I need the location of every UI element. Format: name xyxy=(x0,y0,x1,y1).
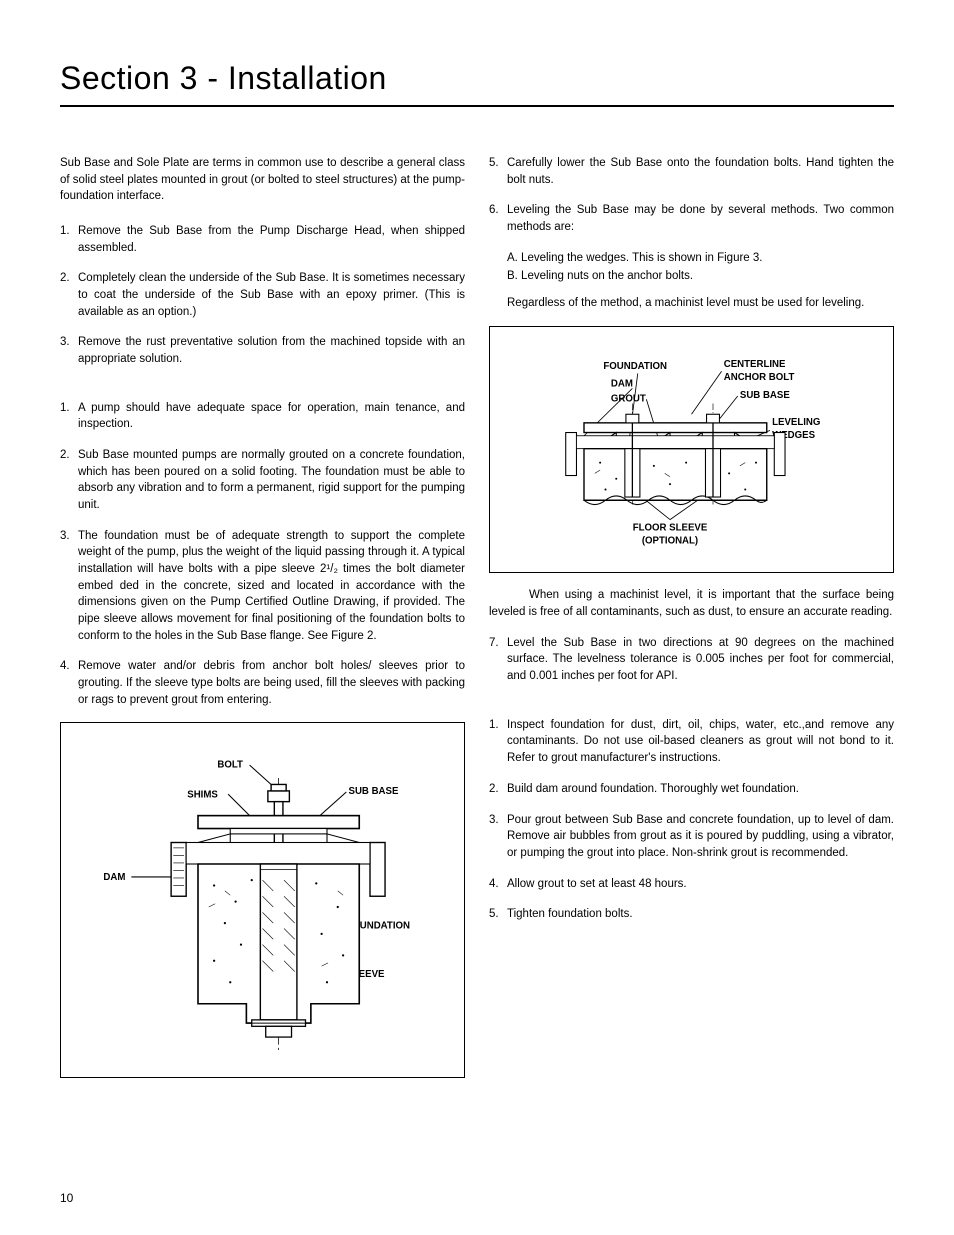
list-item: 4.Remove water and/or debris from anchor… xyxy=(60,658,465,708)
page-number: 10 xyxy=(60,1191,73,1205)
fig3-label-foundation: FOUNDATION xyxy=(603,361,667,372)
list-item: 6.Leveling the Sub Base may be done by s… xyxy=(489,202,894,235)
item-number: 7. xyxy=(489,635,507,685)
list-item: 3.The foundation must be of adequate str… xyxy=(60,528,465,645)
item-number: 1. xyxy=(60,400,78,433)
list-item: 5.Carefully lower the Sub Base onto the … xyxy=(489,155,894,188)
list-item: 5.Tighten foundation bolts. xyxy=(489,906,894,923)
item-text: Carefully lower the Sub Base onto the fo… xyxy=(507,155,894,188)
right-column: 5.Carefully lower the Sub Base onto the … xyxy=(489,155,894,1092)
fig3-label-dam: DAM xyxy=(611,378,633,389)
item-number: 2. xyxy=(60,270,78,320)
fig2-label-bolt: BOLT xyxy=(217,760,243,771)
item-text: Inspect foundation for dust, dirt, oil, … xyxy=(507,717,894,767)
item-text: Leveling the Sub Base may be done by sev… xyxy=(507,202,894,235)
list-item: 2.Sub Base mounted pumps are normally gr… xyxy=(60,447,465,514)
left-column: Sub Base and Sole Plate are terms in com… xyxy=(60,155,465,1092)
figure-2: BOLT SHIMS SUB BASE DAM FOUNDATION SLEEV… xyxy=(60,722,465,1077)
list-item: 3.Pour grout between Sub Base and concre… xyxy=(489,812,894,862)
item-number: 4. xyxy=(60,658,78,708)
list-item: 2.Build dam around foundation. Thoroughl… xyxy=(489,781,894,798)
list-item: 2.Completely clean the underside of the … xyxy=(60,270,465,320)
list-item: 7.Level the Sub Base in two directions a… xyxy=(489,635,894,685)
fig3-label-subbase: SUB BASE xyxy=(740,390,790,401)
figure-3-svg: FOUNDATION DAM GROUT CENTERLINE ANCHOR B… xyxy=(498,339,885,565)
list-item: 1.Remove the Sub Base from the Pump Disc… xyxy=(60,223,465,256)
figure-2-svg: BOLT SHIMS SUB BASE DAM FOUNDATION SLEEV… xyxy=(69,735,456,1068)
item-text: Level the Sub Base in two directions at … xyxy=(507,635,894,685)
two-column-layout: Sub Base and Sole Plate are terms in com… xyxy=(60,155,894,1092)
list-item: 1.A pump should have adequate space for … xyxy=(60,400,465,433)
fig3-label-grout: GROUT xyxy=(611,393,646,404)
item-text: Sub Base mounted pumps are normally grou… xyxy=(78,447,465,514)
fig3-label-sleeve: FLOOR SLEEVE xyxy=(633,522,708,533)
item-number: 6. xyxy=(489,202,507,235)
sublist-item: A. Leveling the wedges. This is shown in… xyxy=(507,250,894,267)
item-text: Tighten foundation bolts. xyxy=(507,906,894,923)
item-text: Build dam around foundation. Thoroughly … xyxy=(507,781,894,798)
item-number: 2. xyxy=(489,781,507,798)
figure-3: FOUNDATION DAM GROUT CENTERLINE ANCHOR B… xyxy=(489,326,894,574)
item-number: 1. xyxy=(60,223,78,256)
fig2-label-shims: SHIMS xyxy=(187,790,218,801)
item-number: 4. xyxy=(489,876,507,893)
list-item: 4.Allow grout to set at least 48 hours. xyxy=(489,876,894,893)
item-number: 2. xyxy=(60,447,78,514)
item-text: Allow grout to set at least 48 hours. xyxy=(507,876,894,893)
item-text: A pump should have adequate space for op… xyxy=(78,400,465,433)
item-number: 5. xyxy=(489,155,507,188)
right-list-c: 1.Inspect foundation for dust, dirt, oil… xyxy=(489,717,894,923)
machinist-note: When using a machinist level, it is impo… xyxy=(489,587,894,620)
left-list-b: 1.A pump should have adequate space for … xyxy=(60,400,465,709)
item-text: Remove the Sub Base from the Pump Discha… xyxy=(78,223,465,256)
list-item: 1.Inspect foundation for dust, dirt, oil… xyxy=(489,717,894,767)
item-number: 1. xyxy=(489,717,507,767)
fig2-label-subbase: SUB BASE xyxy=(349,787,399,798)
item-number: 5. xyxy=(489,906,507,923)
sublist-6: A. Leveling the wedges. This is shown in… xyxy=(507,250,894,285)
title-rule xyxy=(60,105,894,107)
fig3-label-optional: (OPTIONAL) xyxy=(642,535,698,546)
item-number: 3. xyxy=(489,812,507,862)
item-text: The foundation must be of adequate stren… xyxy=(78,528,465,645)
after-sublist-note: Regardless of the method, a machinist le… xyxy=(507,295,894,312)
list-item: 3.Remove the rust preventative solution … xyxy=(60,334,465,367)
item-text: Pour grout between Sub Base and concrete… xyxy=(507,812,894,862)
item-number: 3. xyxy=(60,528,78,645)
fig3-label-anchor: ANCHOR BOLT xyxy=(724,372,795,383)
item-text: Completely clean the underside of the Su… xyxy=(78,270,465,320)
intro-paragraph: Sub Base and Sole Plate are terms in com… xyxy=(60,155,465,205)
sublist-item: B. Leveling nuts on the anchor bolts. xyxy=(507,268,894,285)
left-list-a: 1.Remove the Sub Base from the Pump Disc… xyxy=(60,223,465,368)
right-list-a: 5.Carefully lower the Sub Base onto the … xyxy=(489,155,894,236)
fig3-label-wedges1: LEVELING xyxy=(772,417,820,428)
item-number: 3. xyxy=(60,334,78,367)
section-title: Section 3 - Installation xyxy=(60,60,894,97)
right-list-b: 7.Level the Sub Base in two directions a… xyxy=(489,635,894,685)
fig3-label-centerline: CENTERLINE xyxy=(724,359,786,370)
item-text: Remove the rust preventative solution fr… xyxy=(78,334,465,367)
item-text: Remove water and/or debris from anchor b… xyxy=(78,658,465,708)
fig2-label-dam: DAM xyxy=(103,873,125,884)
